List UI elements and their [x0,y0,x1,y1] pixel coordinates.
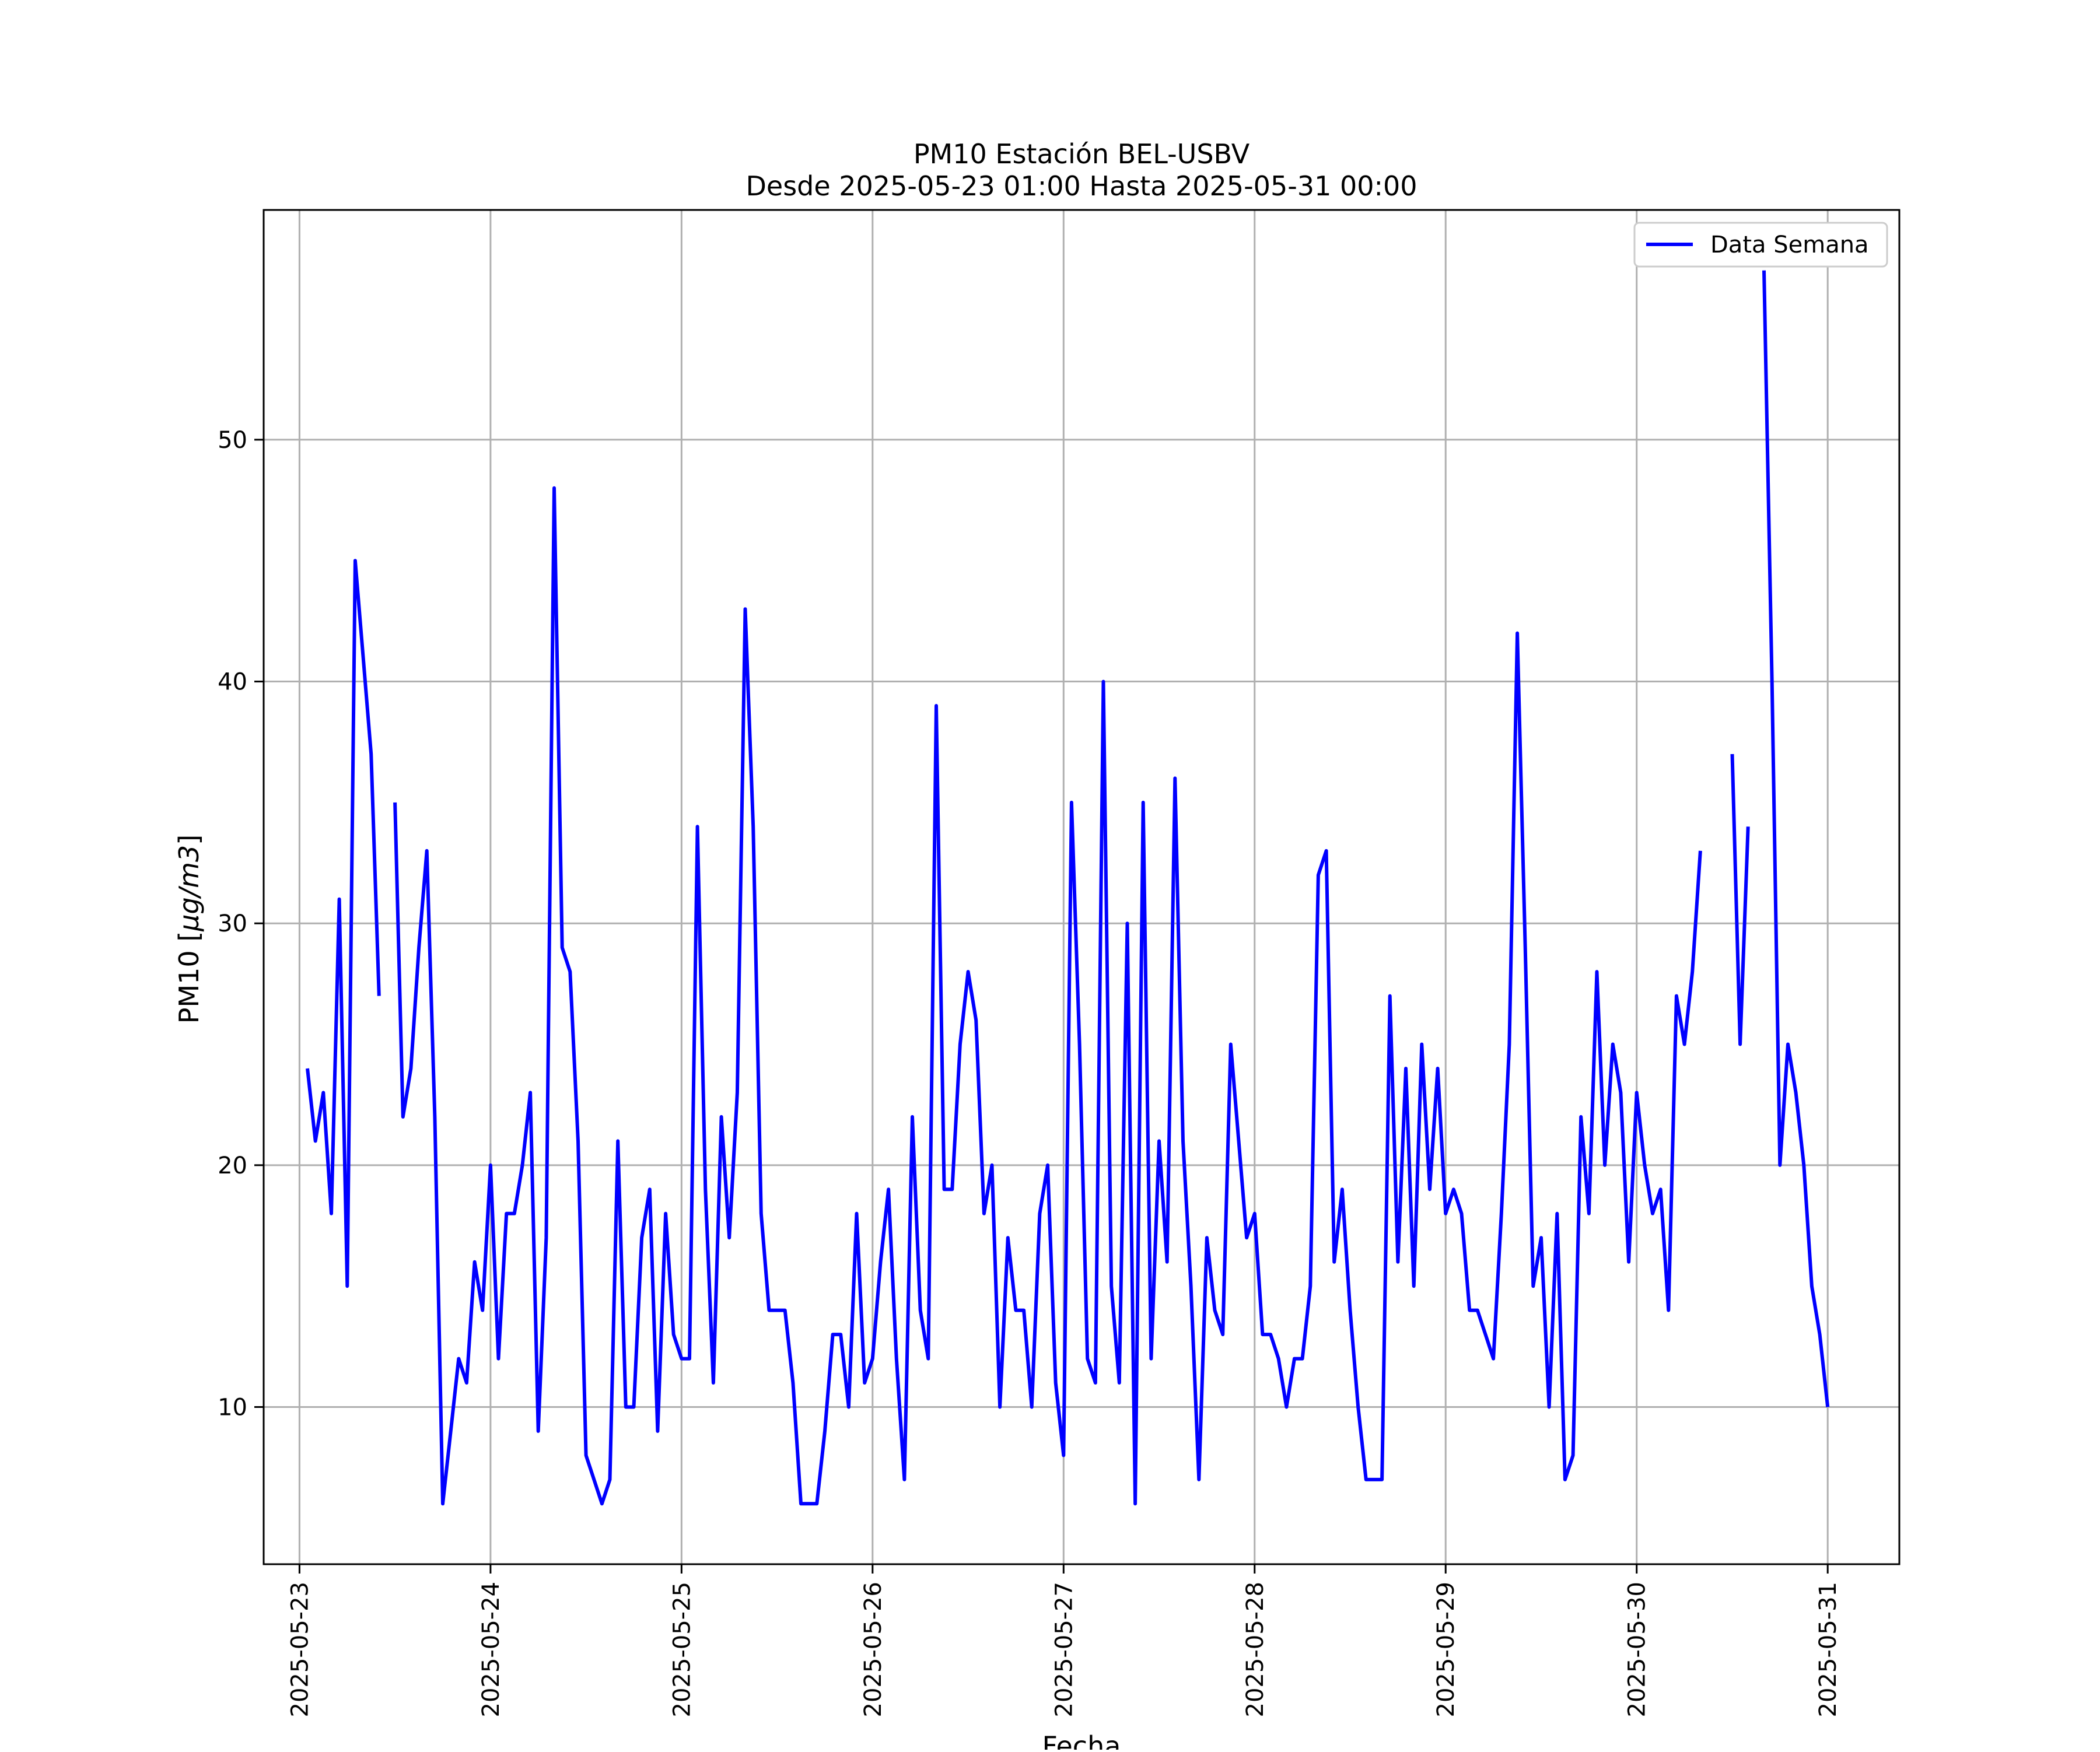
y-axis-label-unit: μg/m3 [173,845,205,932]
y-tick-label: 40 [218,669,247,696]
chart-subtitle: Desde 2025-05-23 01:00 Hasta 2025-05-31 … [746,170,1417,202]
series-line-segment [306,559,381,1288]
series-line-segment [1730,754,1750,1046]
chart-title: PM10 Estación BEL-USBV [914,138,1250,170]
y-tick-label: 50 [218,427,247,454]
x-tick-label: 2025-05-30 [1624,1582,1651,1717]
y-axis-label-prefix: PM10 [ [173,931,205,1024]
series-line-segment [393,486,1702,1506]
y-axis-ticks: 10 20 30 40 50 [218,427,264,1421]
legend-box [1633,222,1888,268]
x-tick-label: 2025-05-24 [478,1582,505,1717]
grid [264,210,1899,1564]
series-line-segment [1762,270,1830,1407]
plot-frame [262,209,1901,1565]
x-tick-label: 2025-05-29 [1433,1582,1460,1717]
x-tick-label: 2025-05-28 [1242,1582,1269,1717]
x-tick-label: 2025-05-27 [1051,1582,1077,1717]
x-tick-label: 2025-05-23 [286,1582,313,1717]
y-axis-label: PM10 [μg/m3] [173,835,205,1024]
x-axis-label: Fecha [1042,1730,1121,1750]
x-tick-label: 2025-05-26 [860,1582,887,1717]
legend-label: Data Semana [1710,232,1869,258]
y-tick-label: 30 [218,910,247,937]
x-tick-label: 2025-05-25 [668,1582,695,1717]
y-axis-label-suffix: ] [173,835,205,845]
series-layer [306,270,1830,1506]
x-axis-ticks: 2025-05-23 2025-05-24 2025-05-25 2025-05-26… [286,1564,1842,1717]
x-tick-label: 2025-05-31 [1815,1582,1842,1717]
y-tick-label: 20 [218,1152,247,1179]
legend: Data Semana [1633,222,1888,268]
y-tick-label: 10 [218,1394,247,1421]
